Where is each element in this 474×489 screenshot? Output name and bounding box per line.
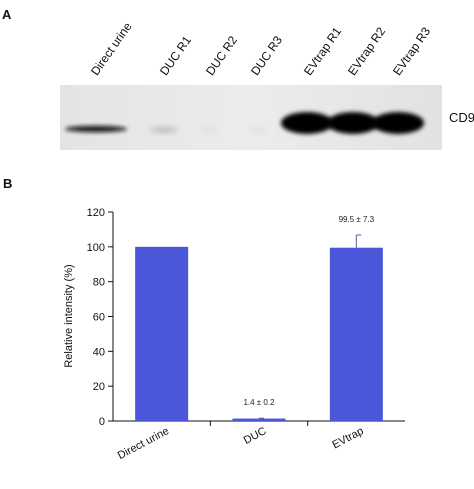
bar <box>232 418 286 421</box>
y-tick-label: 80 <box>93 277 105 289</box>
y-tick-label: 0 <box>99 416 105 428</box>
blot-band <box>65 125 127 133</box>
x-tick-label: DUC <box>242 425 269 447</box>
blot-band <box>248 128 268 132</box>
lane-label: EVtrap R1 <box>301 24 345 79</box>
y-tick-label: 20 <box>93 381 105 393</box>
western-blot-image <box>60 85 442 150</box>
y-tick-label: 40 <box>93 346 105 358</box>
lane-label: DUC R3 <box>248 33 286 79</box>
blot-band <box>150 127 178 133</box>
bar <box>329 247 383 421</box>
lane-label: EVtrap R3 <box>390 24 434 79</box>
cd9-band-label: CD9 <box>449 110 474 125</box>
blot-band <box>372 112 424 134</box>
y-tick-label: 120 <box>87 207 105 219</box>
lane-label: DUC R1 <box>157 33 195 79</box>
blot-band <box>281 112 333 134</box>
relative-intensity-bar-chart: 0 20 40 60 80 100 120 Direct urine 1.4 ± 0.2 DUC… <box>63 207 405 462</box>
y-tick-label: 100 <box>87 242 105 254</box>
data-label: 99.5 ± 7.3 <box>339 215 375 224</box>
x-tick-label: EVtrap <box>330 425 365 451</box>
x-tick-label: Direct urine <box>116 425 171 462</box>
y-axis-title: Relative intensity (%) <box>63 264 75 367</box>
y-tick-label: 60 <box>93 312 105 324</box>
panel-a-label: A <box>2 7 12 22</box>
lane-label: EVtrap R2 <box>345 24 389 79</box>
data-label: 1.4 ± 0.2 <box>243 398 275 407</box>
lane-label: DUC R2 <box>203 33 241 79</box>
blot-band <box>200 128 220 132</box>
blot-band <box>327 112 379 134</box>
bar <box>135 246 189 421</box>
panel-b-label: B <box>3 176 13 191</box>
lane-label: Direct urine <box>88 19 135 79</box>
